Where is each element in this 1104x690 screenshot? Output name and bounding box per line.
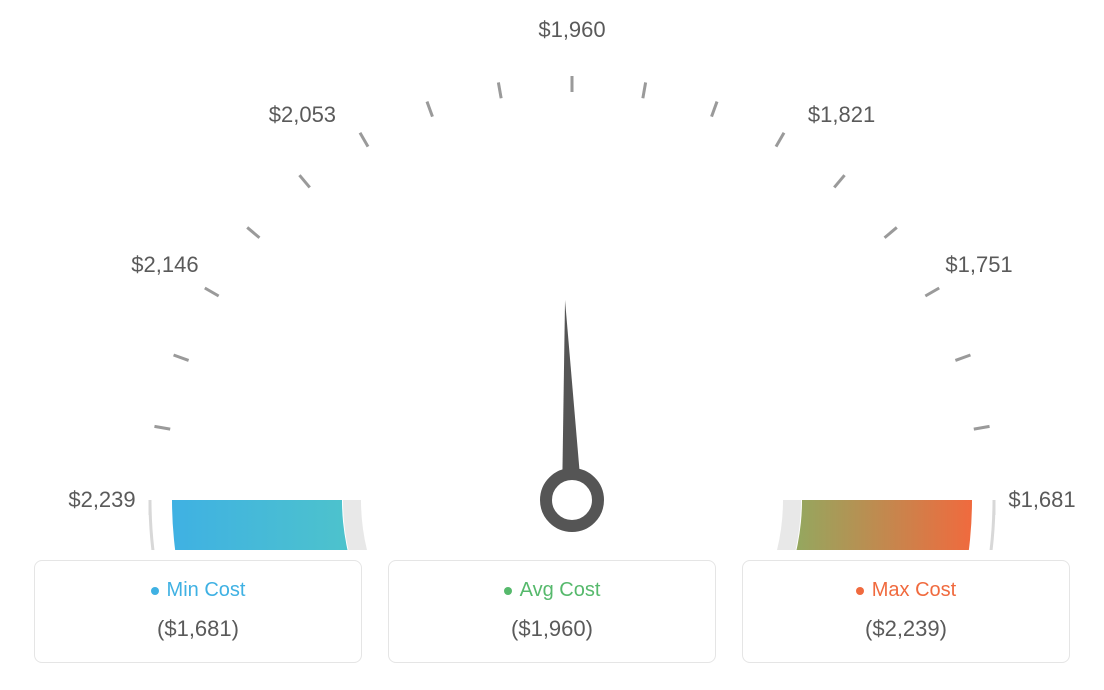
gauge-tick-label: $2,146 xyxy=(131,252,198,278)
legend-value: ($2,239) xyxy=(763,616,1049,642)
gauge-tick-label: $1,681 xyxy=(1008,487,1075,513)
legend-row: Min Cost ($1,681) Avg Cost ($1,960) Max … xyxy=(20,560,1084,663)
legend-label: Avg Cost xyxy=(520,579,601,602)
dot-icon xyxy=(856,587,864,595)
legend-value: ($1,960) xyxy=(409,616,695,642)
gauge-chart: $1,681 $1,751 $1,821 $1,960 $2,053 $2,146 $2,2… xyxy=(20,20,1084,550)
legend-value: ($1,681) xyxy=(55,616,341,642)
gauge-tick-label: $1,821 xyxy=(808,102,875,128)
legend-card-min: Min Cost ($1,681) xyxy=(34,560,362,663)
gauge-svg xyxy=(20,20,1084,550)
gauge-tick-label: $1,960 xyxy=(538,17,605,43)
gauge-tick-label: $2,239 xyxy=(68,487,135,513)
legend-card-max: Max Cost ($2,239) xyxy=(742,560,1070,663)
dot-icon xyxy=(151,587,159,595)
legend-card-avg: Avg Cost ($1,960) xyxy=(388,560,716,663)
legend-label: Min Cost xyxy=(167,579,246,602)
dot-icon xyxy=(504,587,512,595)
legend-label: Max Cost xyxy=(872,579,956,602)
gauge-tick-label: $2,053 xyxy=(269,102,336,128)
gauge-tick-label: $1,751 xyxy=(945,252,1012,278)
